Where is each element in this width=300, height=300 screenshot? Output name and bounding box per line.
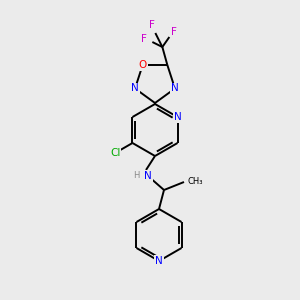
Text: N: N [144, 171, 152, 181]
Text: N: N [174, 112, 182, 122]
Text: F: F [141, 34, 147, 44]
Text: CH₃: CH₃ [188, 178, 203, 187]
Text: F: F [171, 27, 177, 37]
Text: Cl: Cl [110, 148, 120, 158]
Text: N: N [171, 83, 179, 94]
Text: H: H [133, 172, 139, 181]
Text: O: O [139, 60, 147, 70]
Text: N: N [155, 256, 163, 266]
Text: F: F [149, 20, 155, 30]
Text: N: N [131, 83, 139, 94]
